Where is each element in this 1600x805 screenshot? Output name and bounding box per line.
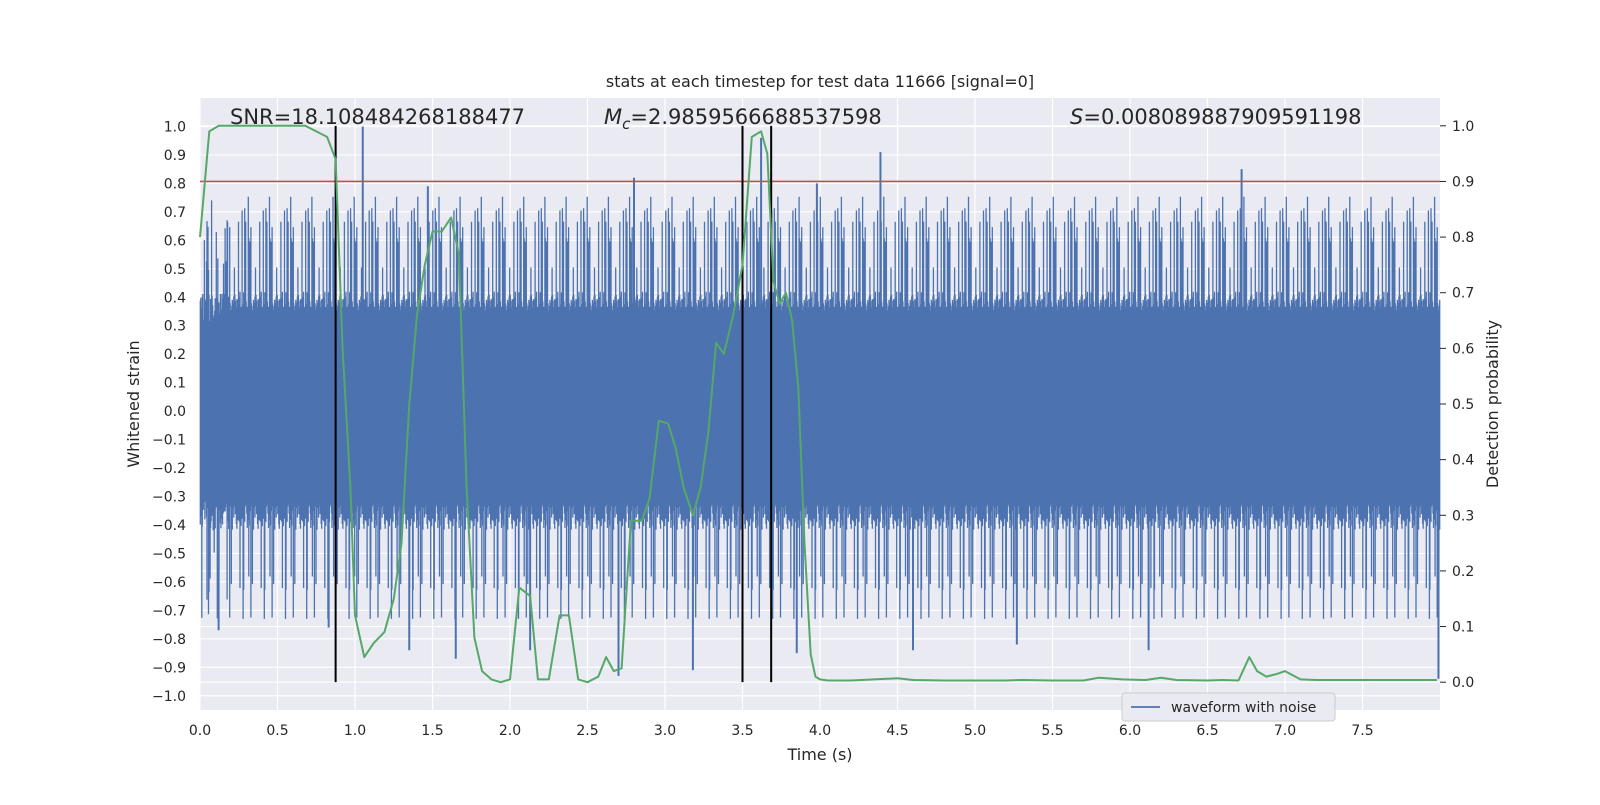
y-tick-label: 0.3 <box>164 319 186 335</box>
s-value: =0.008089887909591198 <box>1083 105 1361 129</box>
x-tick-label: 6.0 <box>1119 723 1141 739</box>
x-axis-label: Time (s) <box>786 745 852 764</box>
y-tick-label: −0.5 <box>152 546 186 562</box>
y-tick-label: −0.8 <box>152 632 186 648</box>
y-tick-label: 0.9 <box>164 148 186 164</box>
x-tick-label: 5.0 <box>964 723 986 739</box>
y-right-tick-label: 0.7 <box>1452 286 1474 302</box>
y-right-tick-label: 0.5 <box>1452 397 1474 413</box>
x-tick-label: 4.0 <box>809 723 831 739</box>
x-tick-label: 0.5 <box>266 723 288 739</box>
x-tick-label: 4.5 <box>886 723 908 739</box>
y-tick-label: 0.8 <box>164 176 186 192</box>
y-axis-label: Whitened strain <box>124 340 143 467</box>
x-tick-label: 3.0 <box>654 723 676 739</box>
y-right-tick-label: 0.9 <box>1452 174 1474 190</box>
y-right-axis-label: Detection probability <box>1483 320 1502 488</box>
y-right-tick-label: 0.1 <box>1452 620 1474 636</box>
probability-line <box>199 124 1437 684</box>
legend-box <box>1121 692 1336 722</box>
y-tick-label: 0.2 <box>164 347 186 363</box>
chirp-mass-symbol: M <box>604 105 622 129</box>
waveform-line <box>199 196 1441 619</box>
y-tick-label: −1.0 <box>152 689 186 705</box>
y-right-tick-label: 0.0 <box>1452 675 1474 691</box>
probability-series <box>199 124 1437 684</box>
waveform-series <box>199 126 1441 679</box>
chart-title: stats at each timestep for test data 116… <box>606 72 1034 91</box>
y-tick-label: −0.9 <box>152 660 186 676</box>
y-tick-label: 0.6 <box>164 233 186 249</box>
y-right-tick-label: 0.2 <box>1452 564 1474 580</box>
x-tick-labels: 0.0 0.5 1.0 1.5 2.0 2.5 3.0 3.5 4.0 4.5 5.0 5.5 6.0 6… <box>189 723 1374 739</box>
y-tick-label: 0.7 <box>164 205 186 221</box>
x-tick-label: 1.5 <box>421 723 443 739</box>
chirp-mass-annotation: Mc=2.9859566688537598 <box>604 105 882 133</box>
y-tick-label: −0.3 <box>152 490 186 506</box>
s-annotation: S=0.008089887909591198 <box>1070 105 1361 129</box>
x-tick-label: 7.5 <box>1351 723 1373 739</box>
legend: waveform with noise <box>1121 692 1336 722</box>
y-tick-labels: 1.0 0.9 0.8 0.7 0.6 0.5 0.4 0.3 0.2 0.1 0.0 −0.1 −0.… <box>152 119 186 704</box>
y-right-tick-label: 0.6 <box>1452 341 1474 357</box>
x-tick-label: 3.5 <box>731 723 753 739</box>
x-tick-label: 1.0 <box>344 723 366 739</box>
x-tick-label: 2.0 <box>499 723 521 739</box>
legend-entry: waveform with noise <box>1171 700 1316 716</box>
y-right-tick-labels: 1.0 0.9 0.8 0.7 0.6 0.5 0.4 0.3 0.2 0.1 0.0 <box>1440 119 1474 691</box>
y-tick-label: −0.6 <box>152 575 186 591</box>
y-right-tick-label: 0.8 <box>1452 230 1474 246</box>
y-tick-label: −0.2 <box>152 461 186 477</box>
chirp-mass-value: =2.9859566688537598 <box>630 105 881 129</box>
y-tick-label: 0.0 <box>164 404 186 420</box>
s-symbol: S <box>1070 105 1083 129</box>
y-right-tick-label: 0.4 <box>1452 453 1474 469</box>
x-tick-label: 0.0 <box>189 723 211 739</box>
y-tick-label: −0.4 <box>152 518 186 534</box>
y-tick-label: −0.7 <box>152 603 186 619</box>
y-right-tick-label: 0.3 <box>1452 508 1474 524</box>
y-tick-label: 0.1 <box>164 376 186 392</box>
x-tick-label: 6.5 <box>1196 723 1218 739</box>
y-tick-label: −0.1 <box>152 433 186 449</box>
y-tick-label: 0.5 <box>164 262 186 278</box>
chirp-mass-subscript: c <box>622 115 631 133</box>
x-tick-label: 2.5 <box>576 723 598 739</box>
y-right-tick-label: 1.0 <box>1452 119 1474 135</box>
y-tick-label: 0.4 <box>164 290 186 306</box>
x-tick-label: 5.5 <box>1041 723 1063 739</box>
y-tick-label: 1.0 <box>164 119 186 135</box>
x-tick-label: 7.0 <box>1274 723 1296 739</box>
snr-annotation: SNR=18.108484268188477 <box>230 105 525 129</box>
